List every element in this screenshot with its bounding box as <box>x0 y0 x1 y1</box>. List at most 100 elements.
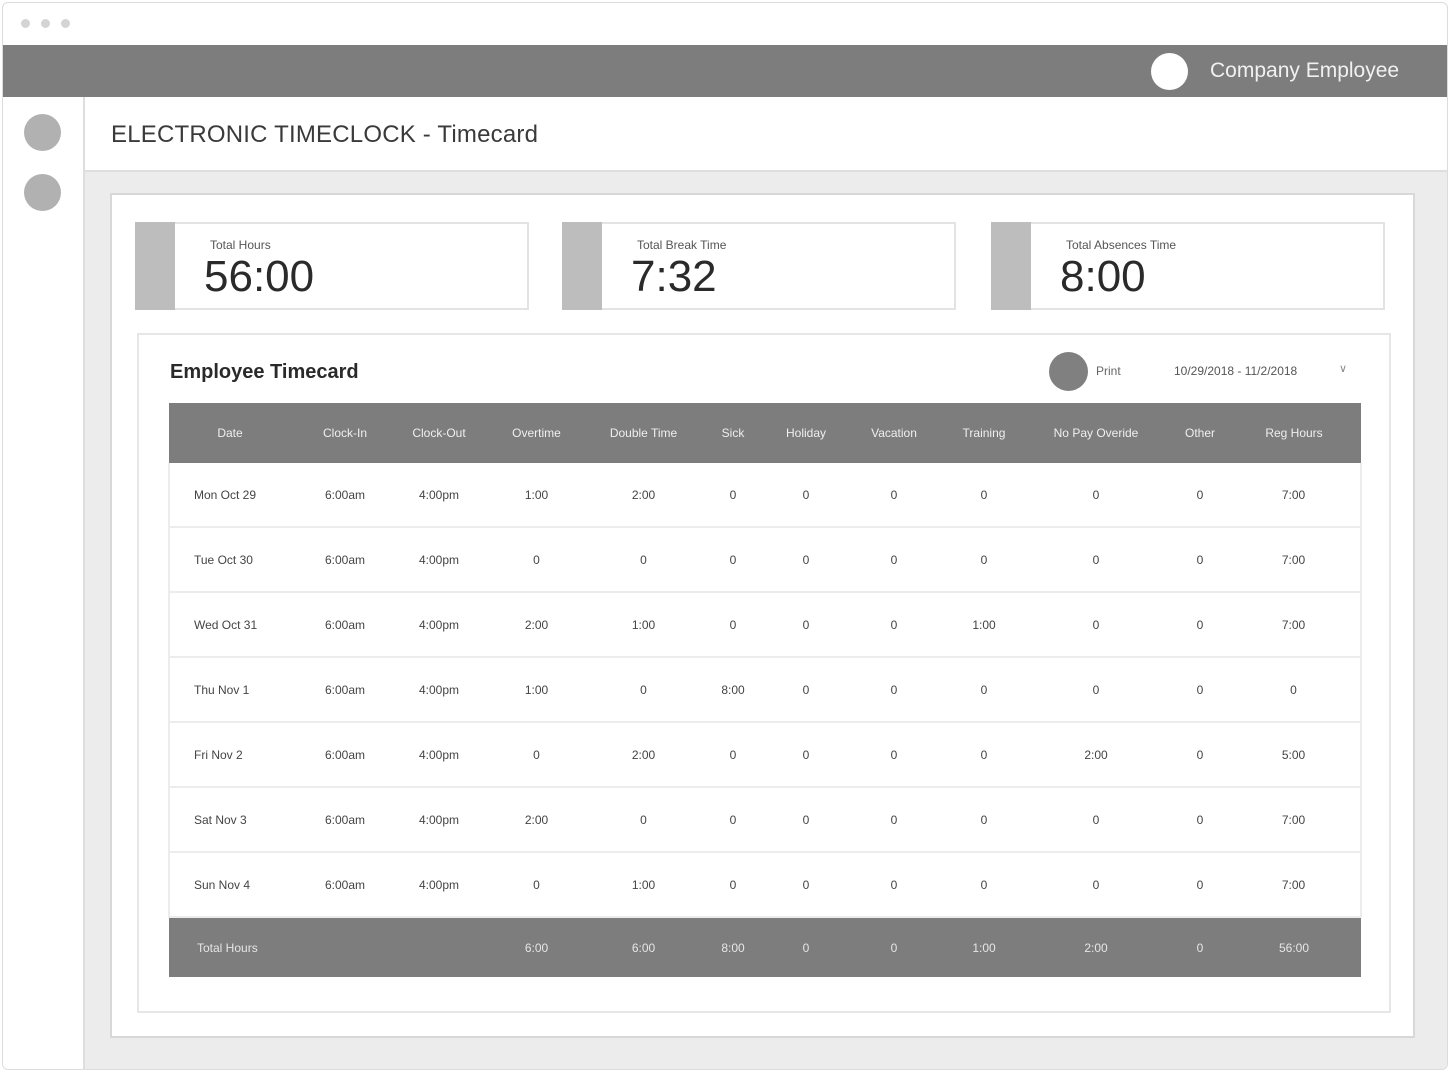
table-cell: 0 <box>1173 722 1227 788</box>
window-dot-icon[interactable] <box>61 19 70 28</box>
stat-label: Total Absences Time <box>1066 238 1177 252</box>
table-cell: 2:00 <box>1019 722 1173 788</box>
sidebar <box>3 97 85 1069</box>
table-cell: 0 <box>1019 592 1173 658</box>
table-cell: 0 <box>1019 852 1173 918</box>
sidebar-nav-icon[interactable] <box>24 114 61 151</box>
content-panel: Total Hours 56:00 Total Break Time 7:32 … <box>110 193 1415 1038</box>
total-cell: Total Hours <box>169 917 291 977</box>
table-cell: 0 <box>839 852 949 918</box>
table-cell: 6:00am <box>291 787 399 853</box>
column-header: Holiday <box>773 403 839 463</box>
window-dot-icon[interactable] <box>41 19 50 28</box>
table-row[interactable]: Sat Nov 3 6:00am 4:00pm 2:00 0 0 0 0 0 0 0 7:00 <box>168 787 1362 853</box>
table-header-row: Date Clock-In Clock-Out Overtime Double Time… <box>169 403 1361 463</box>
table-cell: 0 <box>479 722 594 788</box>
table-cell: Wed Oct 31 <box>168 592 291 658</box>
column-header: No Pay Overide <box>1019 403 1173 463</box>
table-cell: 6:00am <box>291 657 399 723</box>
timecard-card: Employee Timecard Print 10/29/2018 - 11/… <box>137 333 1391 1013</box>
table-cell: 2:00 <box>594 463 693 528</box>
table-cell: 0 <box>949 657 1019 723</box>
table-cell: 1:00 <box>594 592 693 658</box>
table-cell: 0 <box>1173 852 1227 918</box>
table-cell: Sat Nov 3 <box>168 787 291 853</box>
avatar[interactable] <box>1151 53 1188 90</box>
stat-card-total-break-time: Total Break Time 7:32 <box>562 222 956 310</box>
timecard-title: Employee Timecard <box>170 361 359 383</box>
table-cell: Sun Nov 4 <box>168 852 291 918</box>
table-cell: 2:00 <box>479 592 594 658</box>
table-row[interactable]: Thu Nov 1 6:00am 4:00pm 1:00 0 8:00 0 0 0 0 0 0 <box>168 657 1362 723</box>
chevron-down-icon[interactable]: ∨ <box>1339 363 1348 375</box>
table-row[interactable]: Tue Oct 30 6:00am 4:00pm 0 0 0 0 0 0 0 0 7:00 <box>168 527 1362 593</box>
table-cell: 4:00pm <box>399 657 479 723</box>
table-cell: 0 <box>949 527 1019 593</box>
table-cell: 0 <box>1227 657 1362 723</box>
total-cell <box>399 917 479 977</box>
table-cell: 0 <box>773 787 839 853</box>
table-cell: 4:00pm <box>399 463 479 528</box>
table-row[interactable]: Wed Oct 31 6:00am 4:00pm 2:00 1:00 0 0 0 1:00 0 0 7… <box>168 592 1362 658</box>
table-row[interactable]: Sun Nov 4 6:00am 4:00pm 0 1:00 0 0 0 0 0 0 7:00 <box>168 852 1362 918</box>
table-cell: 1:00 <box>479 463 594 528</box>
window-dot-icon[interactable] <box>21 19 30 28</box>
table-cell: 0 <box>594 657 693 723</box>
table-cell: 0 <box>693 463 773 528</box>
table-row[interactable]: Mon Oct 29 6:00am 4:00pm 1:00 2:00 0 0 0 0 0 0 7:00 <box>168 463 1362 528</box>
table-cell: 0 <box>773 592 839 658</box>
table-cell: 0 <box>693 852 773 918</box>
table-cell: 0 <box>773 463 839 528</box>
print-button[interactable]: Print <box>1096 364 1121 378</box>
stat-accent <box>562 222 602 310</box>
column-header: Training <box>949 403 1019 463</box>
table-cell: Mon Oct 29 <box>168 463 291 528</box>
table-cell: 0 <box>594 787 693 853</box>
column-header: Sick <box>693 403 773 463</box>
table-totals-row: Total Hours 6:00 6:00 8:00 0 0 1:00 2:00 0 56:00 <box>169 917 1361 977</box>
table-row[interactable]: Fri Nov 2 6:00am 4:00pm 0 2:00 0 0 0 0 2:00 0 5:00 <box>168 722 1362 788</box>
table-cell: 1:00 <box>479 657 594 723</box>
top-bar: Company Employee <box>3 45 1447 97</box>
table-cell: 0 <box>1173 463 1227 528</box>
timecard-table: Date Clock-In Clock-Out Overtime Double Time… <box>168 403 1362 977</box>
table-cell: 4:00pm <box>399 527 479 593</box>
table-cell: 0 <box>773 722 839 788</box>
page-title: ELECTRONIC TIMECLOCK - Timecard <box>111 121 539 148</box>
table-cell: 0 <box>949 722 1019 788</box>
table-cell: 7:00 <box>1227 852 1362 918</box>
table-cell: 4:00pm <box>399 722 479 788</box>
table-cell: 0 <box>839 657 949 723</box>
table-cell: 6:00am <box>291 852 399 918</box>
main-content: Total Hours 56:00 Total Break Time 7:32 … <box>85 172 1447 1069</box>
total-cell: 0 <box>1173 917 1227 977</box>
table-cell: 1:00 <box>949 592 1019 658</box>
column-header: Clock-In <box>291 403 399 463</box>
table-cell: 4:00pm <box>399 852 479 918</box>
stat-value: 56:00 <box>204 252 315 301</box>
user-name[interactable]: Company Employee <box>1210 59 1400 82</box>
title-bar: ELECTRONIC TIMECLOCK - Timecard <box>85 97 1447 172</box>
table-cell: 0 <box>839 592 949 658</box>
table-cell: 4:00pm <box>399 787 479 853</box>
table-cell: Tue Oct 30 <box>168 527 291 593</box>
table-cell: 0 <box>773 657 839 723</box>
table-body: Mon Oct 29 6:00am 4:00pm 1:00 2:00 0 0 0 0 0 0 7:00… <box>168 463 1362 918</box>
column-header: Clock-Out <box>399 403 479 463</box>
sidebar-nav-icon[interactable] <box>24 174 61 211</box>
stat-label: Total Break Time <box>637 238 727 252</box>
table-cell: 0 <box>839 463 949 528</box>
table-cell: 0 <box>693 592 773 658</box>
table-cell: 0 <box>1019 657 1173 723</box>
table-cell: 0 <box>773 852 839 918</box>
table-cell: 0 <box>1019 787 1173 853</box>
table-cell: 0 <box>1173 787 1227 853</box>
table-cell: 4:00pm <box>399 592 479 658</box>
table-cell: Thu Nov 1 <box>168 657 291 723</box>
table-cell: 0 <box>693 722 773 788</box>
table-cell: 0 <box>773 527 839 593</box>
date-range-select[interactable]: 10/29/2018 - 11/2/2018 <box>1174 364 1298 378</box>
print-icon[interactable] <box>1049 352 1088 391</box>
table-cell: 0 <box>839 527 949 593</box>
table-cell: 5:00 <box>1227 722 1362 788</box>
